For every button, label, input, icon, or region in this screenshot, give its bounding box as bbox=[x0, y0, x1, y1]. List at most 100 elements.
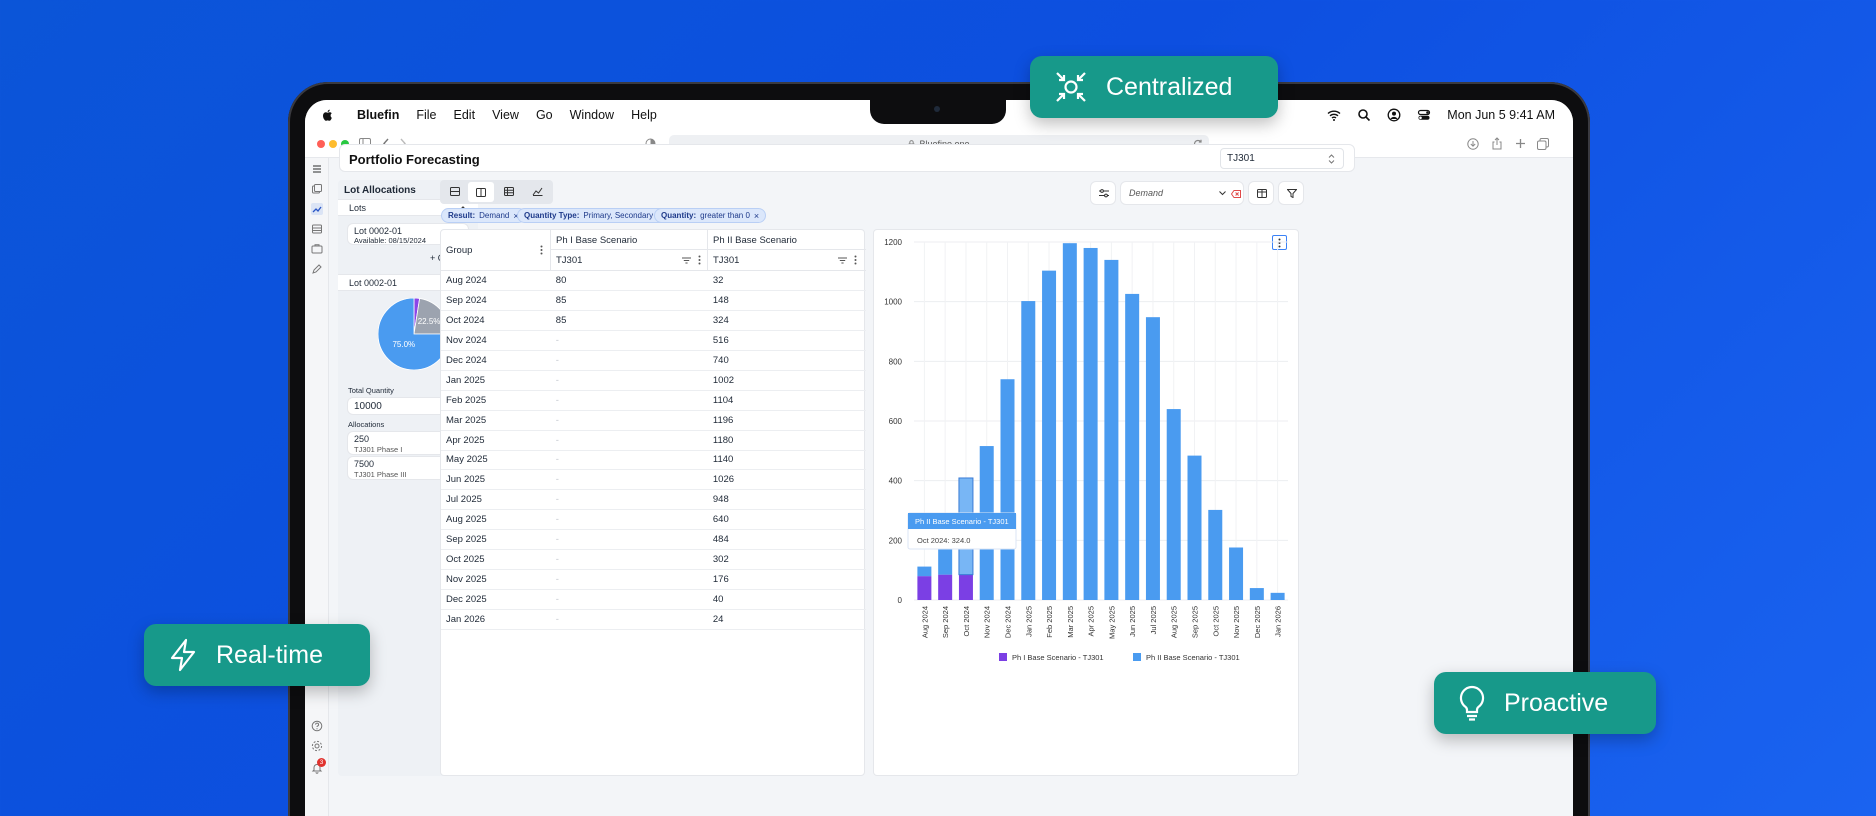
table-row[interactable]: Jan 2025-1002 bbox=[441, 370, 866, 391]
column-menu-icon[interactable] bbox=[698, 255, 701, 265]
view-table-chart-button[interactable] bbox=[468, 182, 494, 202]
table-row[interactable]: Feb 2025-1104 bbox=[441, 390, 866, 411]
chart-bar bbox=[1270, 592, 1285, 600]
table-row[interactable]: Aug 2025-640 bbox=[441, 509, 866, 531]
row-value-cell: 1026 bbox=[708, 469, 866, 491]
tab-overview-icon[interactable] bbox=[1537, 138, 1549, 150]
product-selector[interactable]: TJ301 bbox=[1220, 148, 1344, 169]
share-icon[interactable] bbox=[1491, 137, 1503, 150]
row-value-cell: - bbox=[551, 370, 709, 391]
table-row[interactable]: Nov 2025-176 bbox=[441, 569, 866, 590]
apple-icon[interactable] bbox=[321, 108, 335, 122]
filter-chip-quantity-type[interactable]: Quantity Type:Primary, Secondary× bbox=[517, 208, 670, 223]
settings-sliders-button[interactable] bbox=[1090, 181, 1116, 205]
chart-bar bbox=[1104, 259, 1119, 600]
column-menu-icon[interactable] bbox=[540, 245, 543, 255]
column-menu-icon[interactable] bbox=[854, 255, 857, 265]
row-value-cell: - bbox=[551, 509, 709, 531]
wifi-icon[interactable] bbox=[1327, 108, 1341, 122]
table-row[interactable]: Jan 2026-24 bbox=[441, 609, 866, 630]
table-row[interactable]: Mar 2025-1196 bbox=[441, 410, 866, 431]
col-ph1-header-label: Ph I Base Scenario bbox=[556, 235, 638, 246]
column-filter-icon[interactable] bbox=[838, 257, 847, 264]
user-account-icon[interactable] bbox=[1387, 108, 1401, 122]
view-chart-icon[interactable] bbox=[532, 186, 543, 196]
shipments-icon[interactable] bbox=[311, 243, 323, 255]
filter-chip-quantity[interactable]: Quantity: greater than 0 × bbox=[654, 208, 767, 223]
y-tick-label: 1000 bbox=[884, 298, 902, 307]
col-ph2-subheader[interactable]: TJ301 bbox=[708, 250, 866, 271]
row-value-cell: 1180 bbox=[708, 430, 866, 451]
table-row[interactable]: Nov 2024-516 bbox=[441, 330, 866, 352]
pie-slice-label: 75.0% bbox=[392, 340, 415, 349]
menu-view[interactable]: View bbox=[492, 108, 519, 122]
table-row[interactable]: Oct 2024 85 324 bbox=[441, 310, 866, 332]
group-column-header[interactable]: Group bbox=[441, 230, 551, 271]
x-tick-label: May 2025 bbox=[1107, 606, 1116, 639]
col-ph1-header[interactable]: Ph I Base Scenario bbox=[551, 230, 708, 250]
row-group-cell: Jun 2025 bbox=[441, 469, 552, 491]
remove-filter-icon[interactable]: × bbox=[513, 210, 519, 221]
row-value-cell: 24 bbox=[708, 609, 866, 630]
y-tick-label: 0 bbox=[898, 596, 903, 605]
close-window-icon[interactable] bbox=[317, 140, 325, 148]
chart-tooltip-header bbox=[908, 513, 1016, 529]
menu-go[interactable]: Go bbox=[535, 108, 553, 122]
column-filter-icon[interactable] bbox=[682, 257, 691, 264]
portfolio-icon[interactable] bbox=[311, 183, 323, 195]
forecast-data-table: Group Ph I Base Scenario TJ301 Ph II Bas… bbox=[440, 229, 866, 776]
col-ph2-header[interactable]: Ph II Base Scenario bbox=[708, 230, 866, 250]
lightbulb-icon bbox=[1459, 685, 1485, 721]
app-screen: Bluefin File Edit View Go Window Help Mo… bbox=[305, 100, 1573, 816]
page-header: Portfolio Forecasting TJ301 bbox=[339, 144, 1355, 172]
menu-file[interactable]: File bbox=[416, 108, 437, 122]
row-value-cell: 302 bbox=[708, 549, 866, 570]
filter-value: Primary, Secondary bbox=[583, 211, 654, 220]
result-type-select[interactable]: Demand bbox=[1120, 181, 1244, 205]
lot-detail-title: Lot 0002-01 bbox=[349, 278, 398, 288]
edit-pencil-icon[interactable] bbox=[311, 263, 323, 275]
menu-window[interactable]: Window bbox=[569, 108, 615, 122]
columns-button[interactable] bbox=[1248, 181, 1274, 205]
table-row[interactable]: Jun 2025-1026 bbox=[441, 469, 866, 491]
table-row[interactable]: Dec 2024-740 bbox=[441, 350, 866, 371]
x-tick-label: Jul 2025 bbox=[1149, 606, 1158, 634]
table-row[interactable]: May 2025-1140 bbox=[441, 450, 866, 471]
table-row[interactable]: Apr 2025-1180 bbox=[441, 430, 866, 451]
new-tab-icon[interactable] bbox=[1515, 138, 1526, 149]
menu-help[interactable]: Help bbox=[631, 108, 657, 122]
help-icon[interactable] bbox=[311, 720, 323, 732]
table-row[interactable]: Oct 2025-302 bbox=[441, 549, 866, 570]
filter-button[interactable] bbox=[1278, 181, 1304, 205]
chart-bar bbox=[917, 566, 932, 577]
filter-chip-result[interactable]: Result: Demand × bbox=[441, 208, 526, 223]
col-ph1-subheader[interactable]: TJ301 bbox=[551, 250, 708, 271]
table-row[interactable]: Jul 2025-948 bbox=[441, 489, 866, 511]
view-table-icon[interactable] bbox=[504, 187, 514, 196]
inventory-icon[interactable] bbox=[311, 223, 323, 235]
table-row[interactable]: Dec 2025-40 bbox=[441, 589, 866, 610]
download-icon[interactable] bbox=[1467, 138, 1479, 150]
minimize-window-icon[interactable] bbox=[329, 140, 337, 148]
settings-gear-icon[interactable] bbox=[311, 740, 323, 752]
remove-filter-icon[interactable]: × bbox=[753, 210, 760, 221]
menu-app-name[interactable]: Bluefin bbox=[357, 108, 400, 122]
row-value-cell: 40 bbox=[708, 589, 866, 610]
x-tick-label: Nov 2024 bbox=[983, 606, 992, 638]
table-row[interactable]: Aug 2024 80 32 bbox=[441, 271, 866, 292]
row-group-cell: Dec 2025 bbox=[441, 589, 552, 610]
table-row[interactable]: Sep 2025-484 bbox=[441, 529, 866, 550]
menu-edit[interactable]: Edit bbox=[453, 108, 476, 122]
control-center-icon[interactable] bbox=[1417, 108, 1431, 122]
row-value-cell: - bbox=[551, 430, 709, 451]
spotlight-search-icon[interactable] bbox=[1357, 108, 1371, 122]
table-row[interactable]: Sep 2024 85 148 bbox=[441, 290, 866, 312]
menu-icon[interactable] bbox=[311, 163, 323, 175]
forecasting-icon[interactable] bbox=[311, 203, 323, 215]
clear-filter-icon[interactable] bbox=[1231, 190, 1241, 198]
row-value-cell: 1140 bbox=[708, 450, 866, 471]
x-tick-label: Feb 2025 bbox=[1045, 606, 1054, 638]
row-group-cell: Jan 2025 bbox=[441, 370, 552, 391]
view-split-icon[interactable] bbox=[450, 187, 460, 196]
row-group-cell: Aug 2025 bbox=[441, 509, 552, 531]
